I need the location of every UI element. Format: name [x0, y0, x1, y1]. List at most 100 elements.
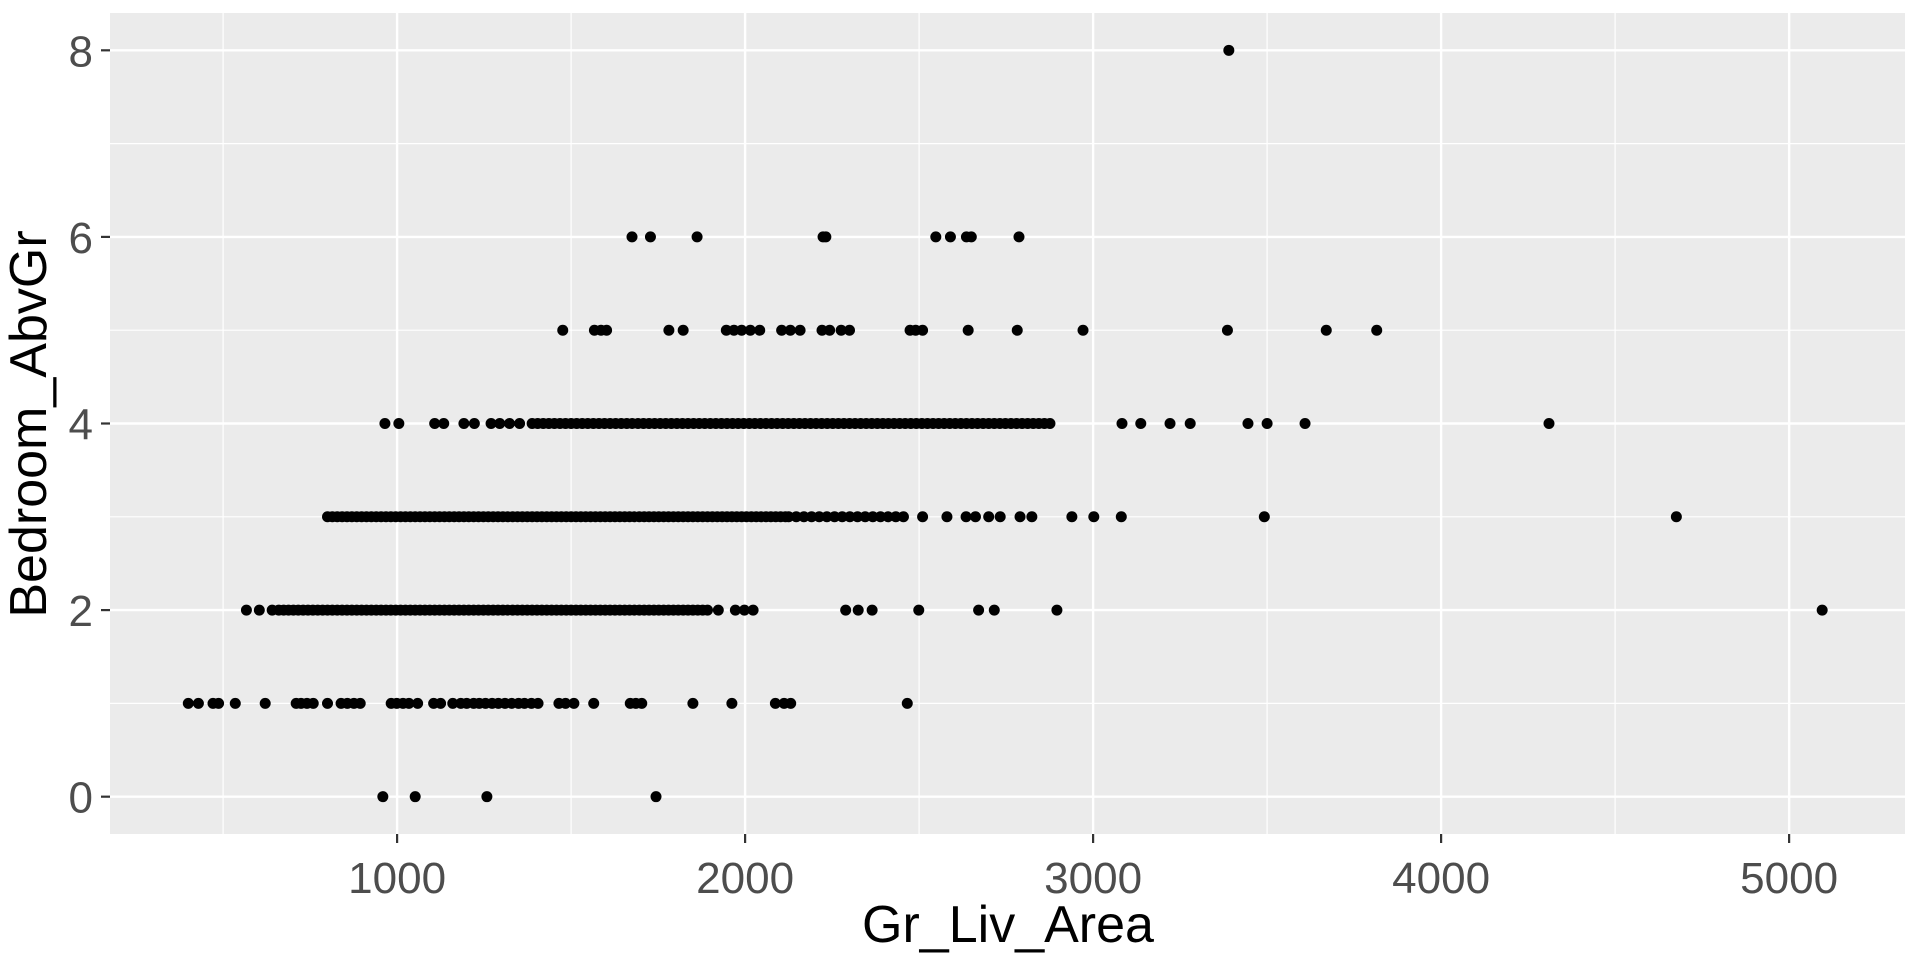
- data-point: [988, 604, 1000, 616]
- data-point: [917, 511, 929, 523]
- data-point: [1670, 511, 1682, 523]
- data-point: [969, 511, 981, 523]
- data-point: [776, 324, 788, 336]
- data-point: [930, 231, 942, 243]
- data-point: [182, 697, 194, 709]
- data-point: [790, 511, 802, 523]
- data-point: [1088, 511, 1100, 523]
- data-point: [973, 604, 985, 616]
- data-point: [901, 697, 913, 709]
- data-point: [438, 418, 450, 429]
- data-point: [874, 511, 886, 523]
- data-points-layer: [182, 44, 1828, 803]
- data-point: [829, 511, 841, 523]
- data-point: [944, 231, 956, 243]
- data-point: [890, 511, 902, 523]
- data-point: [1135, 418, 1147, 429]
- data-point: [588, 697, 600, 709]
- data-point: [213, 697, 225, 709]
- x-tick-label: 3000: [1044, 854, 1142, 903]
- data-point: [644, 231, 656, 243]
- data-point: [468, 418, 480, 429]
- data-point: [736, 324, 748, 336]
- data-point: [403, 697, 415, 709]
- data-point: [798, 511, 810, 523]
- data-point: [1299, 418, 1311, 429]
- data-point: [1223, 44, 1235, 56]
- data-point: [1014, 511, 1026, 523]
- data-point: [532, 697, 544, 709]
- data-point: [687, 697, 699, 709]
- data-point: [1077, 324, 1089, 336]
- data-point: [229, 697, 241, 709]
- data-point: [601, 324, 613, 336]
- data-point: [824, 324, 836, 336]
- data-point: [354, 697, 366, 709]
- data-point: [514, 418, 526, 429]
- data-point: [636, 697, 648, 709]
- data-point: [691, 231, 703, 243]
- data-point: [429, 418, 441, 429]
- data-point: [458, 418, 470, 429]
- data-point: [816, 324, 828, 336]
- data-point: [560, 697, 572, 709]
- data-point: [192, 697, 204, 709]
- data-point: [913, 604, 925, 616]
- data-point: [941, 511, 953, 523]
- data-point: [840, 604, 852, 616]
- data-point: [712, 604, 724, 616]
- data-point: [820, 231, 832, 243]
- data-point: [726, 697, 738, 709]
- axis-tick-labels: 1000 2000 3000 4000 5000 0 2 4 6 8: [69, 27, 1839, 903]
- data-point: [1221, 324, 1233, 336]
- data-point: [447, 697, 459, 709]
- data-point: [744, 324, 756, 336]
- data-point: [1543, 418, 1555, 429]
- data-point: [867, 511, 879, 523]
- data-point: [844, 511, 856, 523]
- y-tick-label: 4: [69, 401, 93, 450]
- data-point: [1011, 324, 1023, 336]
- data-point: [994, 511, 1006, 523]
- data-point: [259, 697, 271, 709]
- data-point: [494, 418, 506, 429]
- data-point: [747, 604, 759, 616]
- data-point: [1164, 418, 1176, 429]
- data-point: [568, 697, 580, 709]
- data-point: [729, 604, 741, 616]
- y-tick-label: 8: [69, 27, 93, 76]
- data-point: [240, 604, 252, 616]
- data-point: [1066, 511, 1078, 523]
- x-tick-label: 5000: [1740, 854, 1838, 903]
- data-point: [897, 511, 909, 523]
- data-point: [1258, 511, 1270, 523]
- data-point: [962, 324, 974, 336]
- x-tick-label: 4000: [1392, 854, 1490, 903]
- data-point: [377, 791, 389, 803]
- data-point: [1026, 511, 1038, 523]
- data-point: [485, 418, 497, 429]
- data-point: [1371, 324, 1383, 336]
- data-point: [1320, 324, 1332, 336]
- y-tick-label: 2: [69, 587, 93, 636]
- data-point: [557, 324, 569, 336]
- axis-tick-marks: [101, 49, 1791, 843]
- data-point: [960, 511, 972, 523]
- data-point: [504, 418, 516, 429]
- y-tick-label: 6: [69, 214, 93, 263]
- data-point: [882, 511, 894, 523]
- data-point: [917, 324, 929, 336]
- data-point: [813, 511, 825, 523]
- data-point: [1115, 511, 1127, 523]
- data-point: [1261, 418, 1273, 429]
- data-point: [783, 511, 795, 523]
- data-point: [379, 418, 391, 429]
- data-point: [435, 697, 447, 709]
- data-point: [784, 324, 796, 336]
- data-point: [785, 697, 797, 709]
- data-point: [1816, 604, 1828, 616]
- data-point: [481, 791, 493, 803]
- data-point: [836, 511, 848, 523]
- y-axis-title: Bedroom_AbvGr: [0, 230, 58, 617]
- data-point: [663, 324, 675, 336]
